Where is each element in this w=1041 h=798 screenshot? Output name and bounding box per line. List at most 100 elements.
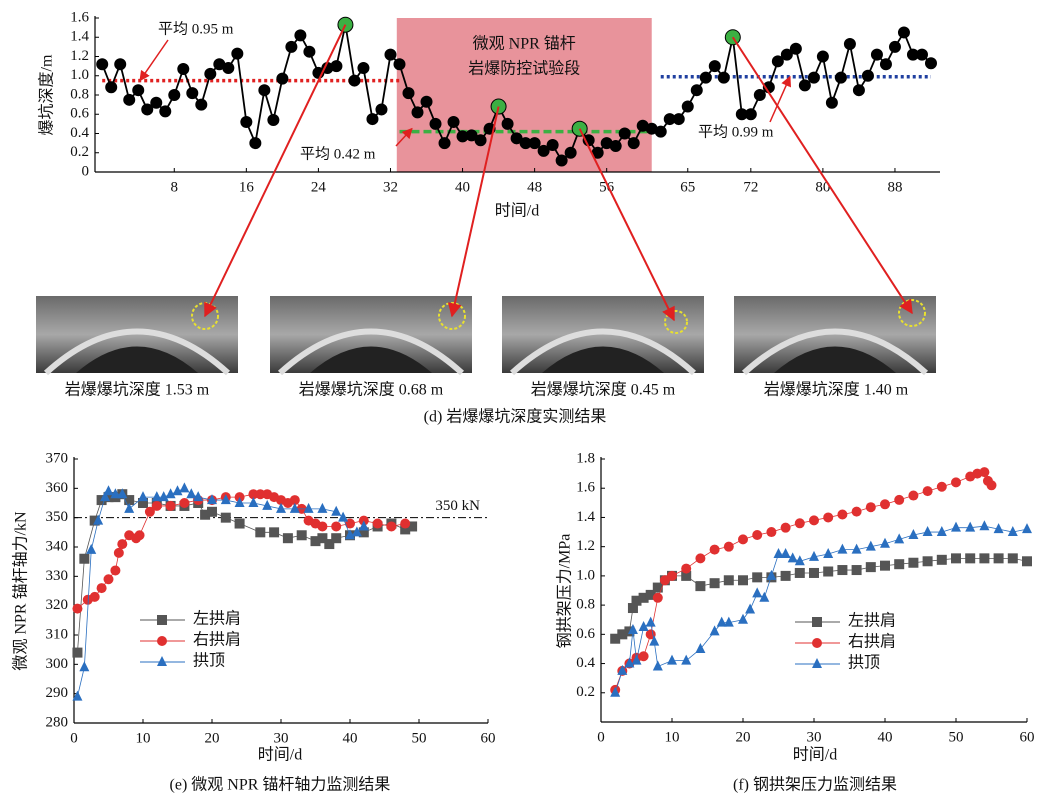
y-tick-label: 360 [46, 480, 69, 496]
marker [894, 533, 905, 544]
marker [195, 98, 208, 111]
chart: 280 290 300 310 320 330 340 350 360 370 0 10 20 30 40 5… [12, 450, 496, 793]
marker [358, 527, 369, 538]
y-tick-label: 0 [82, 163, 90, 179]
marker [234, 497, 245, 507]
marker [652, 592, 663, 603]
marker [794, 518, 805, 529]
legend-marker [812, 658, 822, 668]
y-tick-label: 1.0 [70, 67, 89, 83]
marker [627, 603, 638, 614]
marker [269, 527, 280, 538]
marker [627, 137, 640, 150]
reference-label: 350 kN [435, 498, 480, 514]
marker [780, 522, 791, 533]
marker [870, 48, 883, 61]
x-tick-label: 30 [807, 729, 822, 745]
marker [255, 527, 266, 538]
marker [144, 506, 155, 517]
x-tick-label: 30 [274, 730, 289, 746]
marker [103, 574, 114, 585]
y-tick-label: 1.2 [576, 538, 595, 554]
marker [289, 495, 300, 506]
marker [766, 569, 777, 580]
y-axis-title: 钢拱架压力/MPa [556, 534, 574, 649]
marker [159, 105, 172, 118]
marker [384, 48, 397, 61]
marker [908, 490, 919, 501]
marker [894, 559, 905, 570]
marker [879, 58, 892, 71]
marker [624, 657, 635, 668]
marker [649, 635, 660, 646]
marker [248, 497, 259, 507]
marker [780, 570, 791, 581]
marker [103, 492, 114, 503]
marker [89, 591, 100, 602]
marker [823, 512, 834, 523]
marker [103, 485, 114, 496]
photo-arrow [578, 128, 675, 322]
legend-marker [157, 656, 167, 666]
marker [165, 488, 176, 499]
marker [220, 494, 231, 505]
marker [652, 660, 663, 671]
marker [357, 62, 370, 75]
photo-label: 岩爆爆坑深度 1.53 m [65, 380, 210, 399]
marker [865, 562, 876, 573]
marker [255, 489, 266, 500]
marker [114, 58, 127, 71]
marker [617, 629, 628, 640]
marker [151, 491, 162, 502]
marker [709, 544, 720, 555]
marker [358, 520, 369, 531]
marker [193, 491, 204, 502]
marker [138, 491, 148, 502]
x-tick-label: 16 [239, 179, 255, 195]
marker [709, 625, 720, 636]
y-tick-label: 310 [46, 626, 69, 642]
marker [610, 633, 621, 644]
photo [502, 296, 704, 376]
marker [537, 144, 550, 157]
photo [36, 296, 238, 376]
marker [723, 575, 734, 586]
marker [617, 664, 628, 675]
marker [165, 500, 176, 511]
x-tick-label: 48 [527, 179, 542, 195]
x-tick-label: 88 [887, 179, 902, 195]
marker [681, 100, 694, 113]
marker [752, 587, 763, 598]
marker [894, 494, 905, 505]
marker [93, 514, 104, 525]
x-tick-label: 40 [455, 179, 470, 195]
x-tick-label: 50 [412, 730, 427, 746]
marker [936, 481, 947, 492]
marker [134, 530, 145, 541]
marker [96, 58, 109, 71]
x-tick-label: 10 [665, 729, 680, 745]
marker [429, 117, 442, 130]
marker [709, 578, 720, 589]
marker [276, 502, 286, 513]
marker [177, 63, 190, 76]
annotation-arrow [139, 39, 169, 82]
marker [771, 55, 784, 68]
marker [79, 553, 90, 564]
marker [351, 526, 362, 537]
marker [645, 589, 656, 600]
x-tick-label: 60 [1020, 729, 1035, 745]
marker [638, 651, 649, 662]
x-tick-label: 24 [311, 179, 327, 195]
marker [993, 523, 1004, 534]
marker [124, 502, 135, 513]
marker [699, 71, 712, 84]
marker [766, 527, 777, 538]
y-tick-label: 1.8 [576, 450, 595, 466]
chart: 0.2 0.4 0.6 0.8 1.0 1.2 1.4 1.6 1.8 0 10 20 30 40 50 60… [556, 450, 1035, 793]
marker [851, 565, 862, 576]
y-tick-label: 1.4 [70, 29, 89, 45]
marker [1007, 526, 1018, 537]
marker [138, 498, 148, 508]
